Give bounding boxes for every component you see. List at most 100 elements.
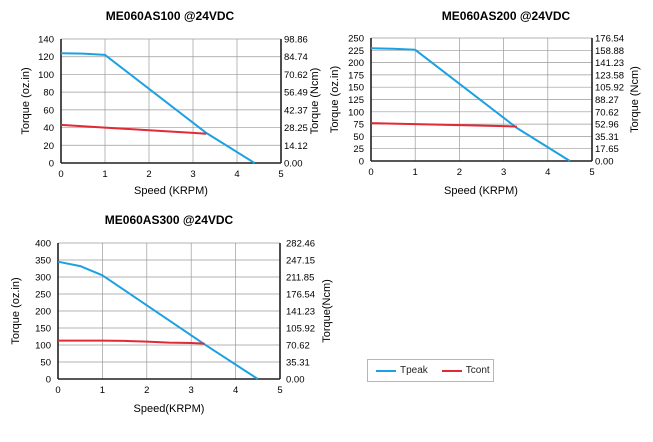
x-tick-label: 4 bbox=[234, 169, 239, 180]
x-tick-label: 2 bbox=[457, 167, 462, 178]
y2-tick-label: 70.62 bbox=[286, 341, 310, 352]
x-tick-label: 1 bbox=[413, 167, 418, 178]
x-tick-label: 5 bbox=[277, 385, 282, 396]
y-tick-label: 200 bbox=[348, 58, 364, 69]
y-tick-label: 200 bbox=[35, 307, 51, 318]
y-tick-label: 225 bbox=[348, 46, 364, 57]
x-tick-label: 3 bbox=[190, 169, 195, 180]
x-tick-label: 0 bbox=[58, 169, 63, 180]
y2-tick-label: 211.85 bbox=[286, 273, 314, 284]
y2-tick-label: 14.12 bbox=[284, 141, 308, 152]
y2-axis-label: Torque (Ncm) bbox=[629, 66, 641, 133]
x-tick-label: 2 bbox=[146, 169, 151, 180]
chart-2: 02550751001251501752002252500.0017.6535.… bbox=[329, 9, 641, 197]
y2-tick-label: 176.54 bbox=[286, 290, 315, 301]
y-tick-label: 175 bbox=[348, 70, 364, 81]
y-tick-label: 50 bbox=[353, 132, 364, 143]
y2-tick-label: 0.00 bbox=[595, 157, 614, 168]
y-tick-label: 150 bbox=[35, 324, 51, 335]
y-tick-label: 80 bbox=[43, 88, 54, 99]
y2-tick-label: 88.27 bbox=[595, 95, 619, 106]
y-axis-label: Torque (oz.in) bbox=[329, 66, 341, 133]
y-tick-label: 250 bbox=[348, 34, 364, 45]
x-tick-label: 3 bbox=[501, 167, 506, 178]
y-axis-label: Torque (oz.in) bbox=[20, 67, 32, 134]
x-tick-label: 4 bbox=[545, 167, 550, 178]
y2-tick-label: 105.92 bbox=[286, 324, 315, 335]
y-tick-label: 150 bbox=[348, 83, 364, 94]
y2-axis-label: Torque (Ncm) bbox=[309, 68, 321, 135]
series-line-tcont bbox=[58, 339, 205, 345]
chart-1: 0204060801001201400.0014.1228.2542.3756.… bbox=[20, 9, 321, 197]
series-line-tpeak bbox=[57, 260, 259, 380]
y-tick-label: 0 bbox=[46, 375, 51, 386]
chart-3: 0501001502002503003504000.0035.3170.6210… bbox=[10, 213, 333, 415]
y2-tick-label: 141.23 bbox=[286, 307, 315, 318]
chart-title: ME060AS100 @24VDC bbox=[106, 9, 235, 23]
y-tick-label: 300 bbox=[35, 273, 51, 284]
x-tick-label: 5 bbox=[278, 169, 283, 180]
y-tick-label: 350 bbox=[35, 256, 51, 267]
y-tick-label: 0 bbox=[49, 159, 54, 170]
series-line-tcont bbox=[60, 123, 207, 135]
y2-tick-label: 35.31 bbox=[286, 358, 310, 369]
y2-tick-label: 123.58 bbox=[595, 70, 624, 81]
x-axis-label: Speed (KRPM) bbox=[134, 185, 208, 197]
y-axis-label: Torque (oz.in) bbox=[10, 277, 22, 344]
y2-tick-label: 17.65 bbox=[595, 144, 619, 155]
chart-title: ME060AS300 @24VDC bbox=[105, 213, 234, 227]
x-axis-label: Speed (KRPM) bbox=[444, 185, 518, 197]
y2-tick-label: 158.88 bbox=[595, 46, 624, 57]
y-tick-label: 400 bbox=[35, 239, 51, 250]
x-axis-label: Speed(KRPM) bbox=[134, 403, 205, 415]
legend-item-tpeak: Tpeak bbox=[376, 365, 428, 376]
y2-tick-label: 105.92 bbox=[595, 83, 624, 94]
y2-tick-label: 28.25 bbox=[284, 123, 308, 134]
series-line-tpeak bbox=[60, 52, 256, 164]
y2-tick-label: 282.46 bbox=[286, 239, 315, 250]
y2-tick-label: 42.37 bbox=[284, 105, 308, 116]
y-tick-label: 250 bbox=[35, 290, 51, 301]
legend-label-tpeak: Tpeak bbox=[400, 365, 428, 376]
y2-tick-label: 176.54 bbox=[595, 34, 624, 45]
y-tick-label: 75 bbox=[353, 120, 364, 131]
y2-tick-label: 52.96 bbox=[595, 120, 619, 131]
y2-tick-label: 0.00 bbox=[284, 159, 303, 170]
y2-tick-label: 84.74 bbox=[284, 52, 308, 63]
y2-tick-label: 70.62 bbox=[284, 70, 308, 81]
x-tick-label: 1 bbox=[100, 385, 105, 396]
y-tick-label: 40 bbox=[43, 123, 54, 134]
y2-tick-label: 70.62 bbox=[595, 107, 619, 118]
legend-label-tcont: Tcont bbox=[465, 365, 490, 376]
y-tick-label: 100 bbox=[35, 341, 51, 352]
y-tick-label: 125 bbox=[348, 95, 364, 106]
y-tick-label: 25 bbox=[353, 144, 364, 155]
y-tick-label: 100 bbox=[38, 70, 54, 81]
chart-title: ME060AS200 @24VDC bbox=[442, 9, 571, 23]
y2-tick-label: 247.15 bbox=[286, 256, 315, 267]
legend-swatch-tpeak bbox=[376, 369, 396, 372]
y-tick-label: 20 bbox=[43, 141, 54, 152]
y-tick-label: 50 bbox=[40, 358, 51, 369]
x-tick-label: 0 bbox=[368, 167, 373, 178]
x-tick-label: 5 bbox=[589, 167, 594, 178]
y2-axis-label: Torque(Ncm) bbox=[321, 279, 333, 343]
y-tick-label: 60 bbox=[43, 105, 54, 116]
x-tick-label: 0 bbox=[55, 385, 60, 396]
y-tick-label: 0 bbox=[359, 157, 364, 168]
x-tick-label: 2 bbox=[144, 385, 149, 396]
y2-tick-label: 56.49 bbox=[284, 88, 308, 99]
series-line-tpeak bbox=[370, 47, 571, 162]
legend-item-tcont: Tcont bbox=[441, 365, 490, 376]
x-tick-label: 3 bbox=[189, 385, 194, 396]
y2-tick-label: 35.31 bbox=[595, 132, 619, 143]
y2-tick-label: 98.86 bbox=[284, 35, 308, 46]
legend-swatch-tcont bbox=[441, 369, 462, 372]
series-line-tcont bbox=[370, 122, 517, 128]
y-tick-label: 120 bbox=[38, 52, 54, 63]
y-tick-label: 100 bbox=[348, 107, 364, 118]
y-tick-label: 140 bbox=[38, 35, 54, 46]
y2-tick-label: 0.00 bbox=[286, 375, 305, 386]
y2-tick-label: 141.23 bbox=[595, 58, 624, 69]
